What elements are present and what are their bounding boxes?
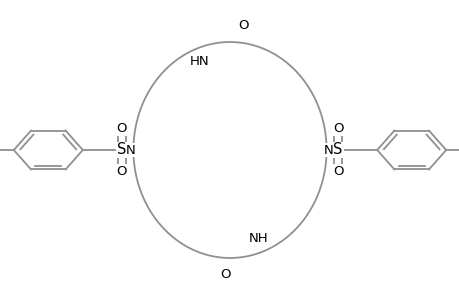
- Text: O: O: [332, 165, 342, 178]
- Text: O: O: [238, 19, 248, 32]
- Text: O: O: [220, 268, 230, 281]
- Text: O: O: [332, 122, 342, 135]
- Text: N: N: [323, 143, 333, 157]
- Text: O: O: [117, 122, 127, 135]
- Text: HN: HN: [189, 55, 209, 68]
- Text: S: S: [333, 142, 342, 158]
- Text: O: O: [117, 165, 127, 178]
- Text: NH: NH: [248, 232, 268, 245]
- Text: S: S: [117, 142, 126, 158]
- Text: N: N: [126, 143, 136, 157]
